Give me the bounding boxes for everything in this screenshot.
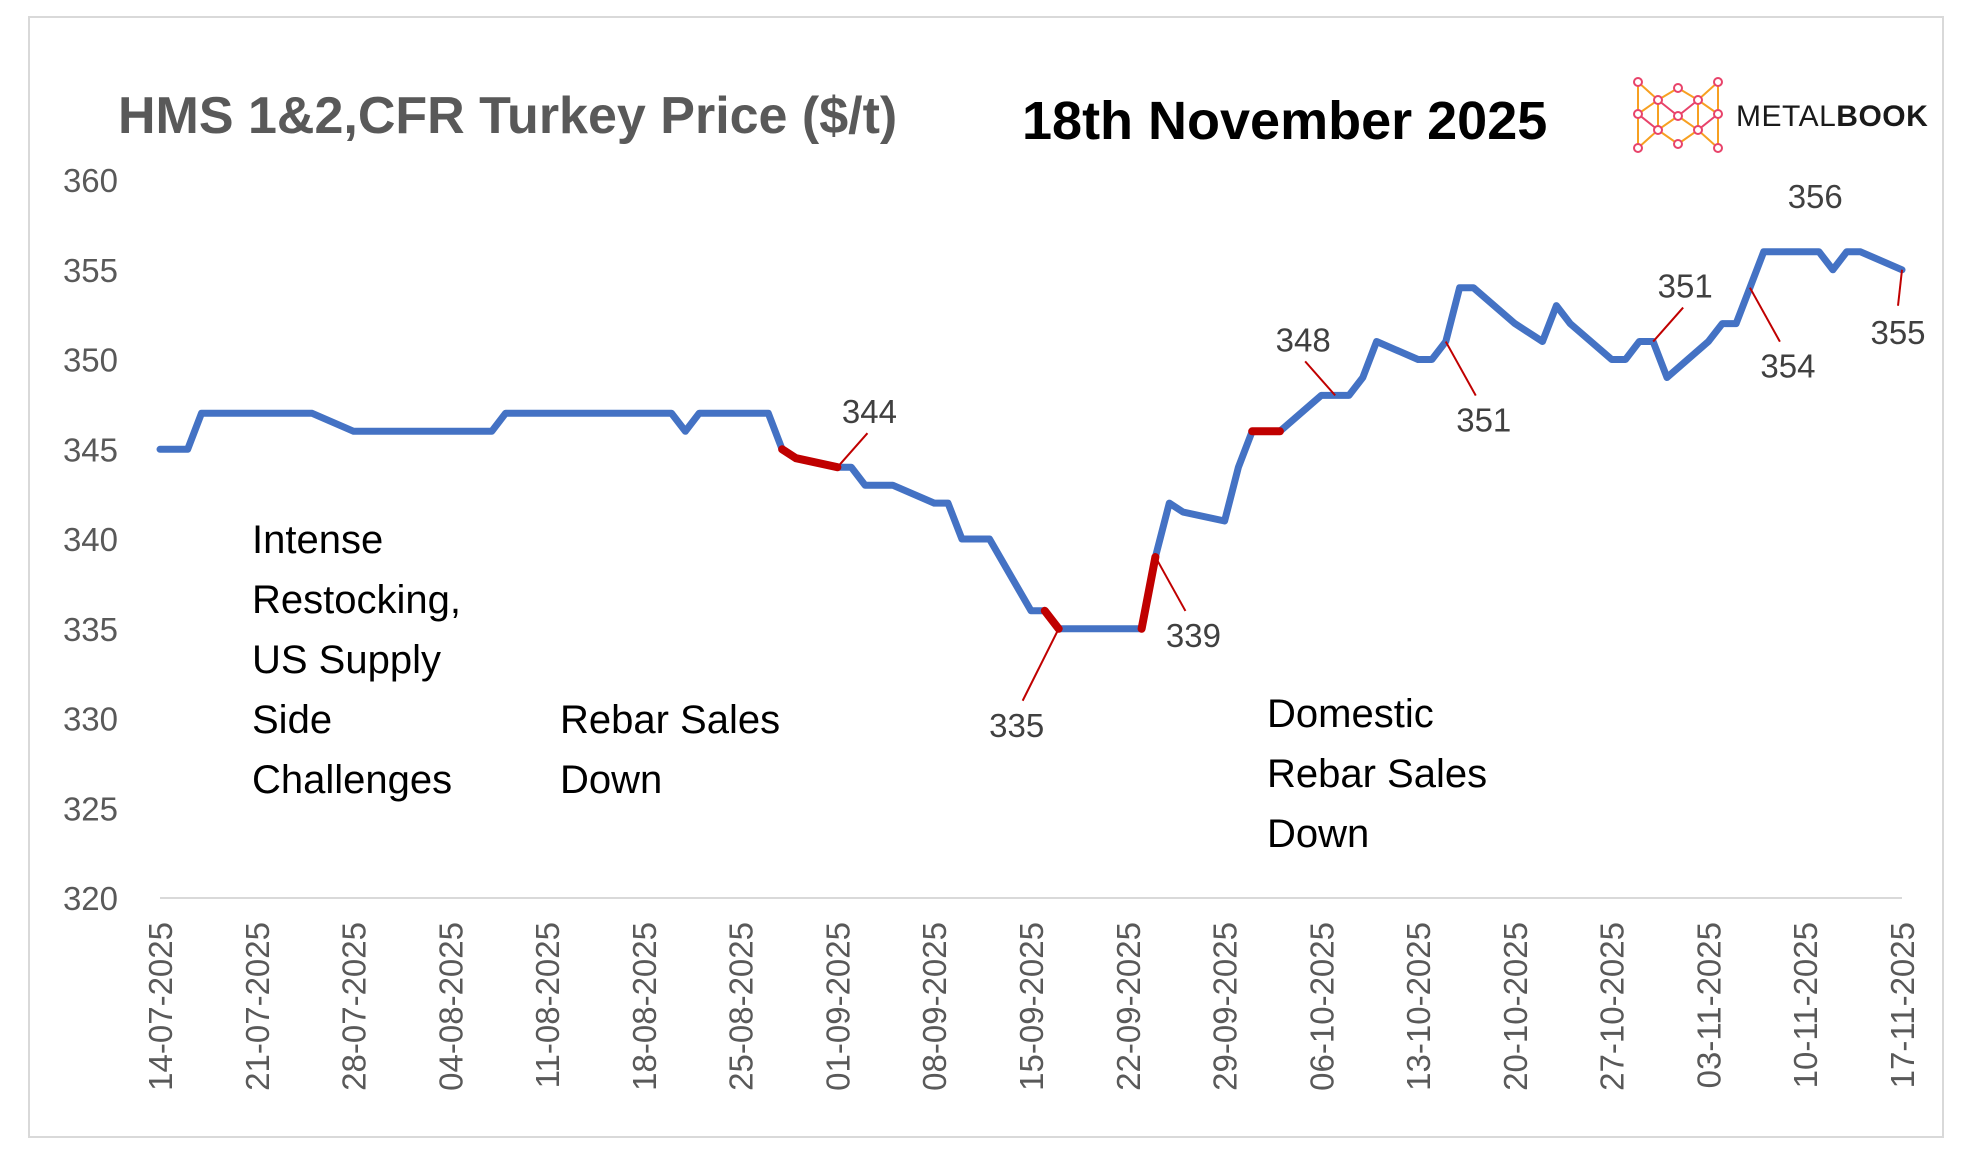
highlight-segment bbox=[778, 445, 842, 472]
chart-title: HMS 1&2,CFR Turkey Price ($/t) bbox=[118, 87, 898, 145]
x-tick-label: 22-09-2025 bbox=[1110, 922, 1147, 1091]
x-tick-label: 01-09-2025 bbox=[819, 922, 856, 1091]
data-label: 351 bbox=[1456, 402, 1511, 439]
data-label: 351 bbox=[1658, 268, 1713, 305]
x-tick-label: 20-10-2025 bbox=[1497, 922, 1534, 1091]
x-tick-label: 08-09-2025 bbox=[916, 922, 953, 1091]
data-label-leader bbox=[1154, 556, 1187, 612]
data-label: 356 bbox=[1788, 178, 1843, 215]
x-tick-label: 13-10-2025 bbox=[1400, 922, 1437, 1091]
data-label: 344 bbox=[842, 393, 897, 430]
data-label: 354 bbox=[1760, 348, 1815, 385]
data-label-leader bbox=[836, 432, 869, 468]
y-tick-label: 320 bbox=[63, 880, 118, 917]
x-tick-label: 11-08-2025 bbox=[529, 922, 566, 1088]
highlight-segment bbox=[1040, 606, 1063, 633]
data-label-leader bbox=[1897, 269, 1903, 306]
data-label-leader bbox=[1652, 306, 1684, 343]
brand-name-light: METAL bbox=[1736, 100, 1837, 133]
y-tick-label: 340 bbox=[63, 521, 118, 558]
annotation-restocking: Intense Restocking, US Supply Side Chall… bbox=[252, 518, 461, 802]
y-tick-label: 360 bbox=[63, 162, 118, 199]
annotation-rebar-sales: Rebar Sales Down bbox=[560, 698, 781, 802]
y-tick-label: 345 bbox=[63, 431, 118, 468]
x-tick-label: 29-09-2025 bbox=[1207, 922, 1244, 1091]
y-axis: 320 325 330 335 340 345 350 355 360 bbox=[63, 162, 118, 917]
date-label: 18th November 2025 bbox=[1022, 91, 1548, 151]
data-label: 355 bbox=[1870, 314, 1925, 351]
x-tick-label: 03-11-2025 bbox=[1690, 922, 1727, 1088]
brand-name-bold: BOOK bbox=[1836, 100, 1929, 133]
x-axis: 14-07-2025 21-07-2025 28-07-2025 04-08-2025… bbox=[142, 897, 1921, 1091]
y-tick-label: 325 bbox=[63, 790, 118, 827]
data-label-leader bbox=[1021, 628, 1060, 702]
x-tick-label: 18-08-2025 bbox=[626, 922, 663, 1091]
data-label: 348 bbox=[1276, 321, 1331, 358]
annotation-domestic-rebar: Domestic Rebar Sales Down bbox=[1267, 692, 1488, 856]
metalbook-logo-icon bbox=[1633, 77, 1723, 153]
data-labels: 344 335 339 348 351 351 354 356 355 bbox=[836, 178, 1926, 744]
x-tick-label: 10-11-2025 bbox=[1787, 922, 1824, 1088]
y-tick-label: 330 bbox=[63, 701, 118, 738]
data-label: 335 bbox=[989, 707, 1044, 744]
x-tick-label: 27-10-2025 bbox=[1594, 922, 1631, 1091]
x-tick-label: 25-08-2025 bbox=[723, 922, 760, 1091]
highlight-segment bbox=[1137, 553, 1160, 633]
x-tick-label: 15-09-2025 bbox=[1013, 922, 1050, 1091]
brand-name: METALBOOK bbox=[1736, 100, 1928, 134]
data-label-leader bbox=[1304, 360, 1336, 397]
y-tick-label: 355 bbox=[63, 252, 118, 289]
x-tick-label: 17-11-2025 bbox=[1884, 922, 1921, 1088]
y-tick-label: 335 bbox=[63, 611, 118, 648]
chart-frame bbox=[28, 16, 1944, 1138]
x-tick-label: 28-07-2025 bbox=[336, 922, 373, 1091]
x-tick-label: 14-07-2025 bbox=[142, 922, 179, 1091]
x-tick-label: 04-08-2025 bbox=[432, 922, 469, 1091]
data-label-leader bbox=[1444, 341, 1477, 397]
data-label-leader bbox=[1749, 287, 1781, 343]
price-series bbox=[156, 248, 1906, 633]
x-tick-label: 21-07-2025 bbox=[239, 922, 276, 1091]
data-label: 339 bbox=[1166, 617, 1221, 654]
series-line bbox=[156, 248, 1906, 633]
y-tick-label: 350 bbox=[63, 342, 118, 379]
x-tick-label: 06-10-2025 bbox=[1303, 922, 1340, 1091]
